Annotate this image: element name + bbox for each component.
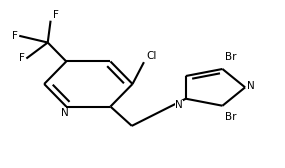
- Text: Br: Br: [225, 112, 237, 122]
- Text: F: F: [54, 10, 59, 20]
- Text: F: F: [19, 53, 25, 64]
- Text: N: N: [175, 100, 183, 110]
- Text: Cl: Cl: [147, 51, 157, 61]
- Text: F: F: [12, 31, 18, 41]
- Text: N: N: [247, 81, 255, 91]
- Text: Br: Br: [225, 52, 237, 62]
- Text: N: N: [61, 108, 69, 118]
